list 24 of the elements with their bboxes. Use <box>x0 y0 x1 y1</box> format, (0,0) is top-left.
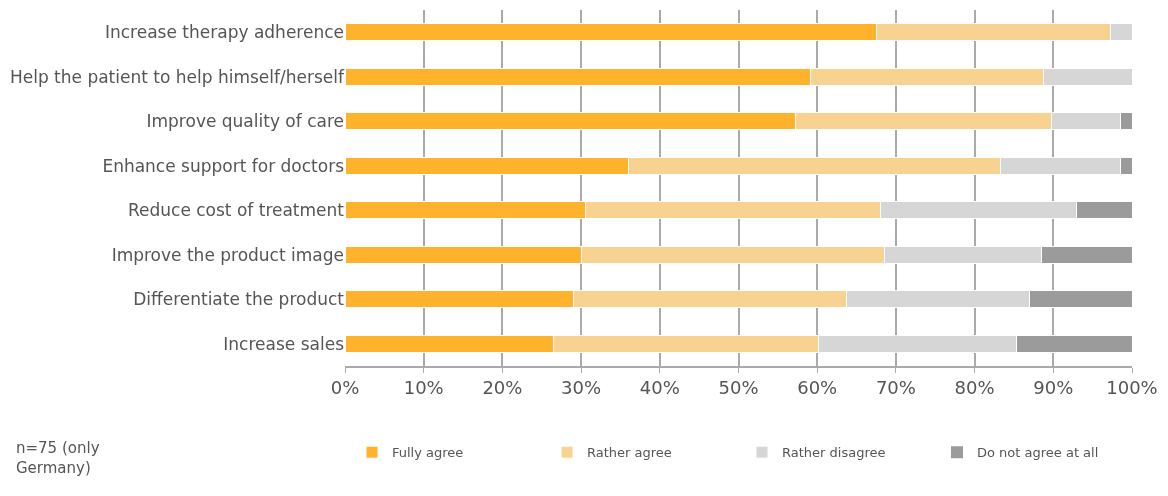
legend-label: Rather disagree <box>782 445 886 461</box>
x-tick-label: 70% <box>875 377 916 399</box>
x-tick-label: 80% <box>954 377 995 399</box>
legend-label: Do not agree at all <box>977 445 1099 461</box>
x-tick-label: 30% <box>561 377 602 399</box>
x-tick-label: 100% <box>1106 377 1158 399</box>
y-tick-label: Increase sales <box>223 333 345 354</box>
x-tick-label: 0% <box>330 377 360 399</box>
y-tick-label: Improve quality of care <box>146 111 344 132</box>
y-tick-label: Reduce cost of treatment <box>127 200 345 221</box>
text: n=75 (only Germany) <box>16 439 100 477</box>
x-tick-label: 40% <box>639 377 680 399</box>
y-tick-label: Enhance support for doctors <box>102 155 345 176</box>
y-tick-label: Increase therapy adherence <box>104 22 344 43</box>
y-tick-label: Improve the product image <box>111 244 344 265</box>
x-tick-label: 20% <box>482 377 523 399</box>
x-tick-label: 10% <box>403 377 444 399</box>
x-tick-label: 60% <box>797 377 838 399</box>
y-tick-label: Differentiate the product <box>133 289 345 310</box>
legend-label: Rather agree <box>587 445 672 461</box>
legend-label: Fully agree <box>392 445 464 461</box>
x-tick-label: 90% <box>1033 377 1074 399</box>
y-tick-label: Help the patient to help himself/herself <box>9 66 346 87</box>
x-tick-label: 50% <box>718 377 759 399</box>
